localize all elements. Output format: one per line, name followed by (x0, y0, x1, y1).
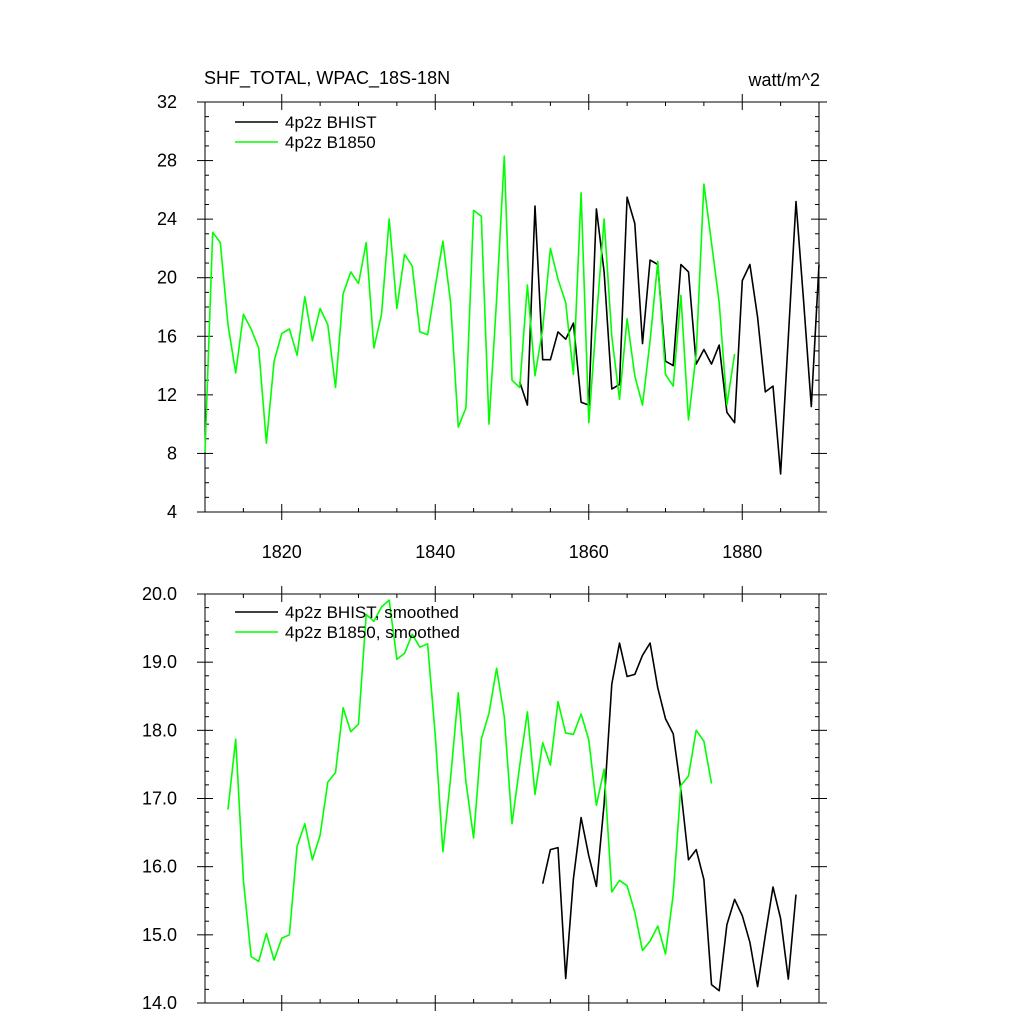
x-tick-label: 1840 (415, 542, 455, 562)
bottom-ticks: 14.0 15.0 16.0 17.0 18.0 19.0 20.0 (142, 584, 827, 1013)
top-units-label: watt/m^2 (748, 70, 820, 90)
y-tick-label: 20 (157, 268, 177, 288)
bottom-panel: 14.0 15.0 16.0 17.0 18.0 19.0 20.0 4p2z BHIST,… (142, 584, 827, 1013)
x-tick-label: 1820 (262, 542, 302, 562)
y-tick-label: 4 (167, 502, 177, 522)
y-tick-label: 17.0 (142, 789, 177, 809)
y-tick-label: 16.0 (142, 857, 177, 877)
top-panel: SHF_TOTAL, WPAC_18S-18N watt/m^2 1820 184… (157, 68, 827, 562)
y-tick-label: 18.0 (142, 720, 177, 740)
top-chart-title: SHF_TOTAL, WPAC_18S-18N (204, 68, 450, 89)
y-tick-label: 8 (167, 443, 177, 463)
legend-label: 4p2z B1850, smoothed (285, 623, 460, 642)
legend-label: 4p2z BHIST, smoothed (285, 603, 459, 622)
x-tick-label: 1880 (722, 542, 762, 562)
x-tick-label: 1860 (569, 542, 609, 562)
bottom-plot-frame (204, 593, 820, 1004)
y-tick-label: 19.0 (142, 652, 177, 672)
y-tick-label: 14.0 (142, 993, 177, 1013)
top-ticks: 1820 1840 1860 1880 4 8 12 16 20 24 28 32 (157, 92, 827, 562)
top-series (204, 155, 820, 475)
y-tick-label: 16 (157, 326, 177, 346)
y-tick-label: 15.0 (142, 925, 177, 945)
series-line-bhist (541, 642, 797, 992)
series-line-b1850 (204, 155, 736, 453)
top-plot-frame (204, 101, 820, 513)
y-tick-label: 32 (157, 92, 177, 112)
y-tick-label: 12 (157, 385, 177, 405)
bottom-series (227, 599, 797, 992)
legend-label: 4p2z BHIST (285, 113, 377, 132)
series-line-bhist (518, 196, 820, 475)
y-tick-label: 24 (157, 209, 177, 229)
y-tick-label: 20.0 (142, 584, 177, 604)
series-line-b1850 (227, 599, 713, 963)
y-tick-label: 28 (157, 151, 177, 171)
legend-label: 4p2z B1850 (285, 133, 376, 152)
